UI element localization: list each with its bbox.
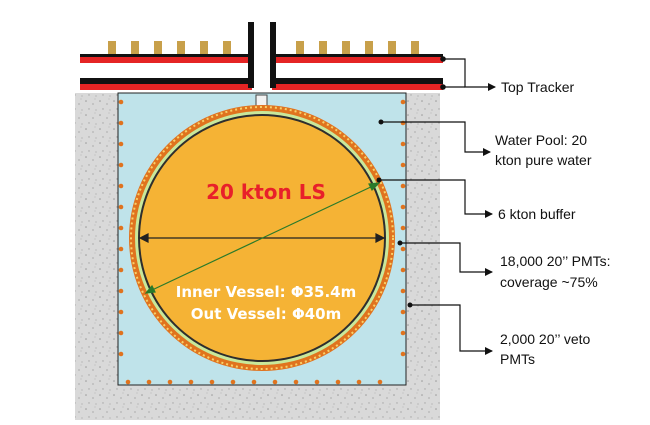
tracker-modules (108, 41, 419, 55)
veto-pmt-dot (118, 288, 124, 294)
veto-pmt-dot (188, 379, 194, 385)
veto-pmts (118, 99, 406, 385)
veto-pmt-dot (400, 204, 406, 210)
veto-label-line1: 2,000 20’’ veto (500, 331, 591, 347)
veto-pmt-dot (400, 225, 406, 231)
veto-pmt-dot (400, 246, 406, 252)
veto-pmt-dot (118, 330, 124, 336)
veto-pmt-dot (118, 183, 124, 189)
leader-endpoints (376, 56, 446, 308)
veto-pmt-dot (400, 351, 406, 357)
veto-pmt-dot (400, 141, 406, 147)
outer-diameter-arrow (144, 182, 381, 294)
veto-pmt-dot (230, 379, 236, 385)
ls-label: 20 kton LS (206, 180, 326, 204)
veto-pmt-dot (118, 120, 124, 126)
buffer-label: 6 kton buffer (498, 206, 576, 222)
veto-pmt-dot (118, 225, 124, 231)
veto-pmt-dot (293, 379, 299, 385)
veto-pmt-dot (118, 162, 124, 168)
veto-pmt-dot (209, 379, 215, 385)
veto-pmt-dot (167, 379, 173, 385)
veto-pmt-dot (400, 120, 406, 126)
veto-pmt-dot (314, 379, 320, 385)
veto-pmt-dot (118, 246, 124, 252)
veto-pmt-dot (125, 379, 131, 385)
veto-pmt-dot (118, 309, 124, 315)
veto-pmt-dot (118, 267, 124, 273)
veto-pmt-dot (118, 141, 124, 147)
outer-vessel-label: Out Vessel: Φ40m (190, 305, 342, 323)
water-pool-label-line2: kton pure water (495, 152, 592, 168)
veto-pmt-dot (335, 379, 341, 385)
veto-pmt-dot (251, 379, 257, 385)
veto-pmt-dot (356, 379, 362, 385)
veto-pmt-dot (272, 379, 278, 385)
top-tracker (80, 22, 443, 90)
inner-vessel-label: Inner Vessel: Φ35.4m (175, 283, 357, 301)
veto-pmt-dot (400, 162, 406, 168)
veto-pmt-dot (400, 309, 406, 315)
veto-pmt-dot (377, 379, 383, 385)
veto-pmt-dot (118, 351, 124, 357)
veto-pmt-dot (400, 267, 406, 273)
veto-pmt-dot (400, 288, 406, 294)
veto-pmt-dot (400, 99, 406, 105)
pmt-dots-ring (130, 106, 394, 370)
veto-pmt-dot (118, 204, 124, 210)
arrowheads (483, 83, 496, 355)
veto-label-line2: PMTs (500, 351, 535, 367)
pmts-label-line2: coverage ~75% (500, 274, 598, 290)
veto-pmt-dot (400, 183, 406, 189)
veto-pmt-dot (146, 379, 152, 385)
water-pool-label-line1: Water Pool: 20 (495, 132, 588, 148)
veto-pmt-dot (400, 330, 406, 336)
veto-pmt-dot (118, 99, 124, 105)
pmts-label-line1: 18,000 20’’ PMTs: (500, 253, 611, 269)
leader-lines (379, 58, 495, 352)
top-tracker-label: Top Tracker (501, 79, 575, 95)
